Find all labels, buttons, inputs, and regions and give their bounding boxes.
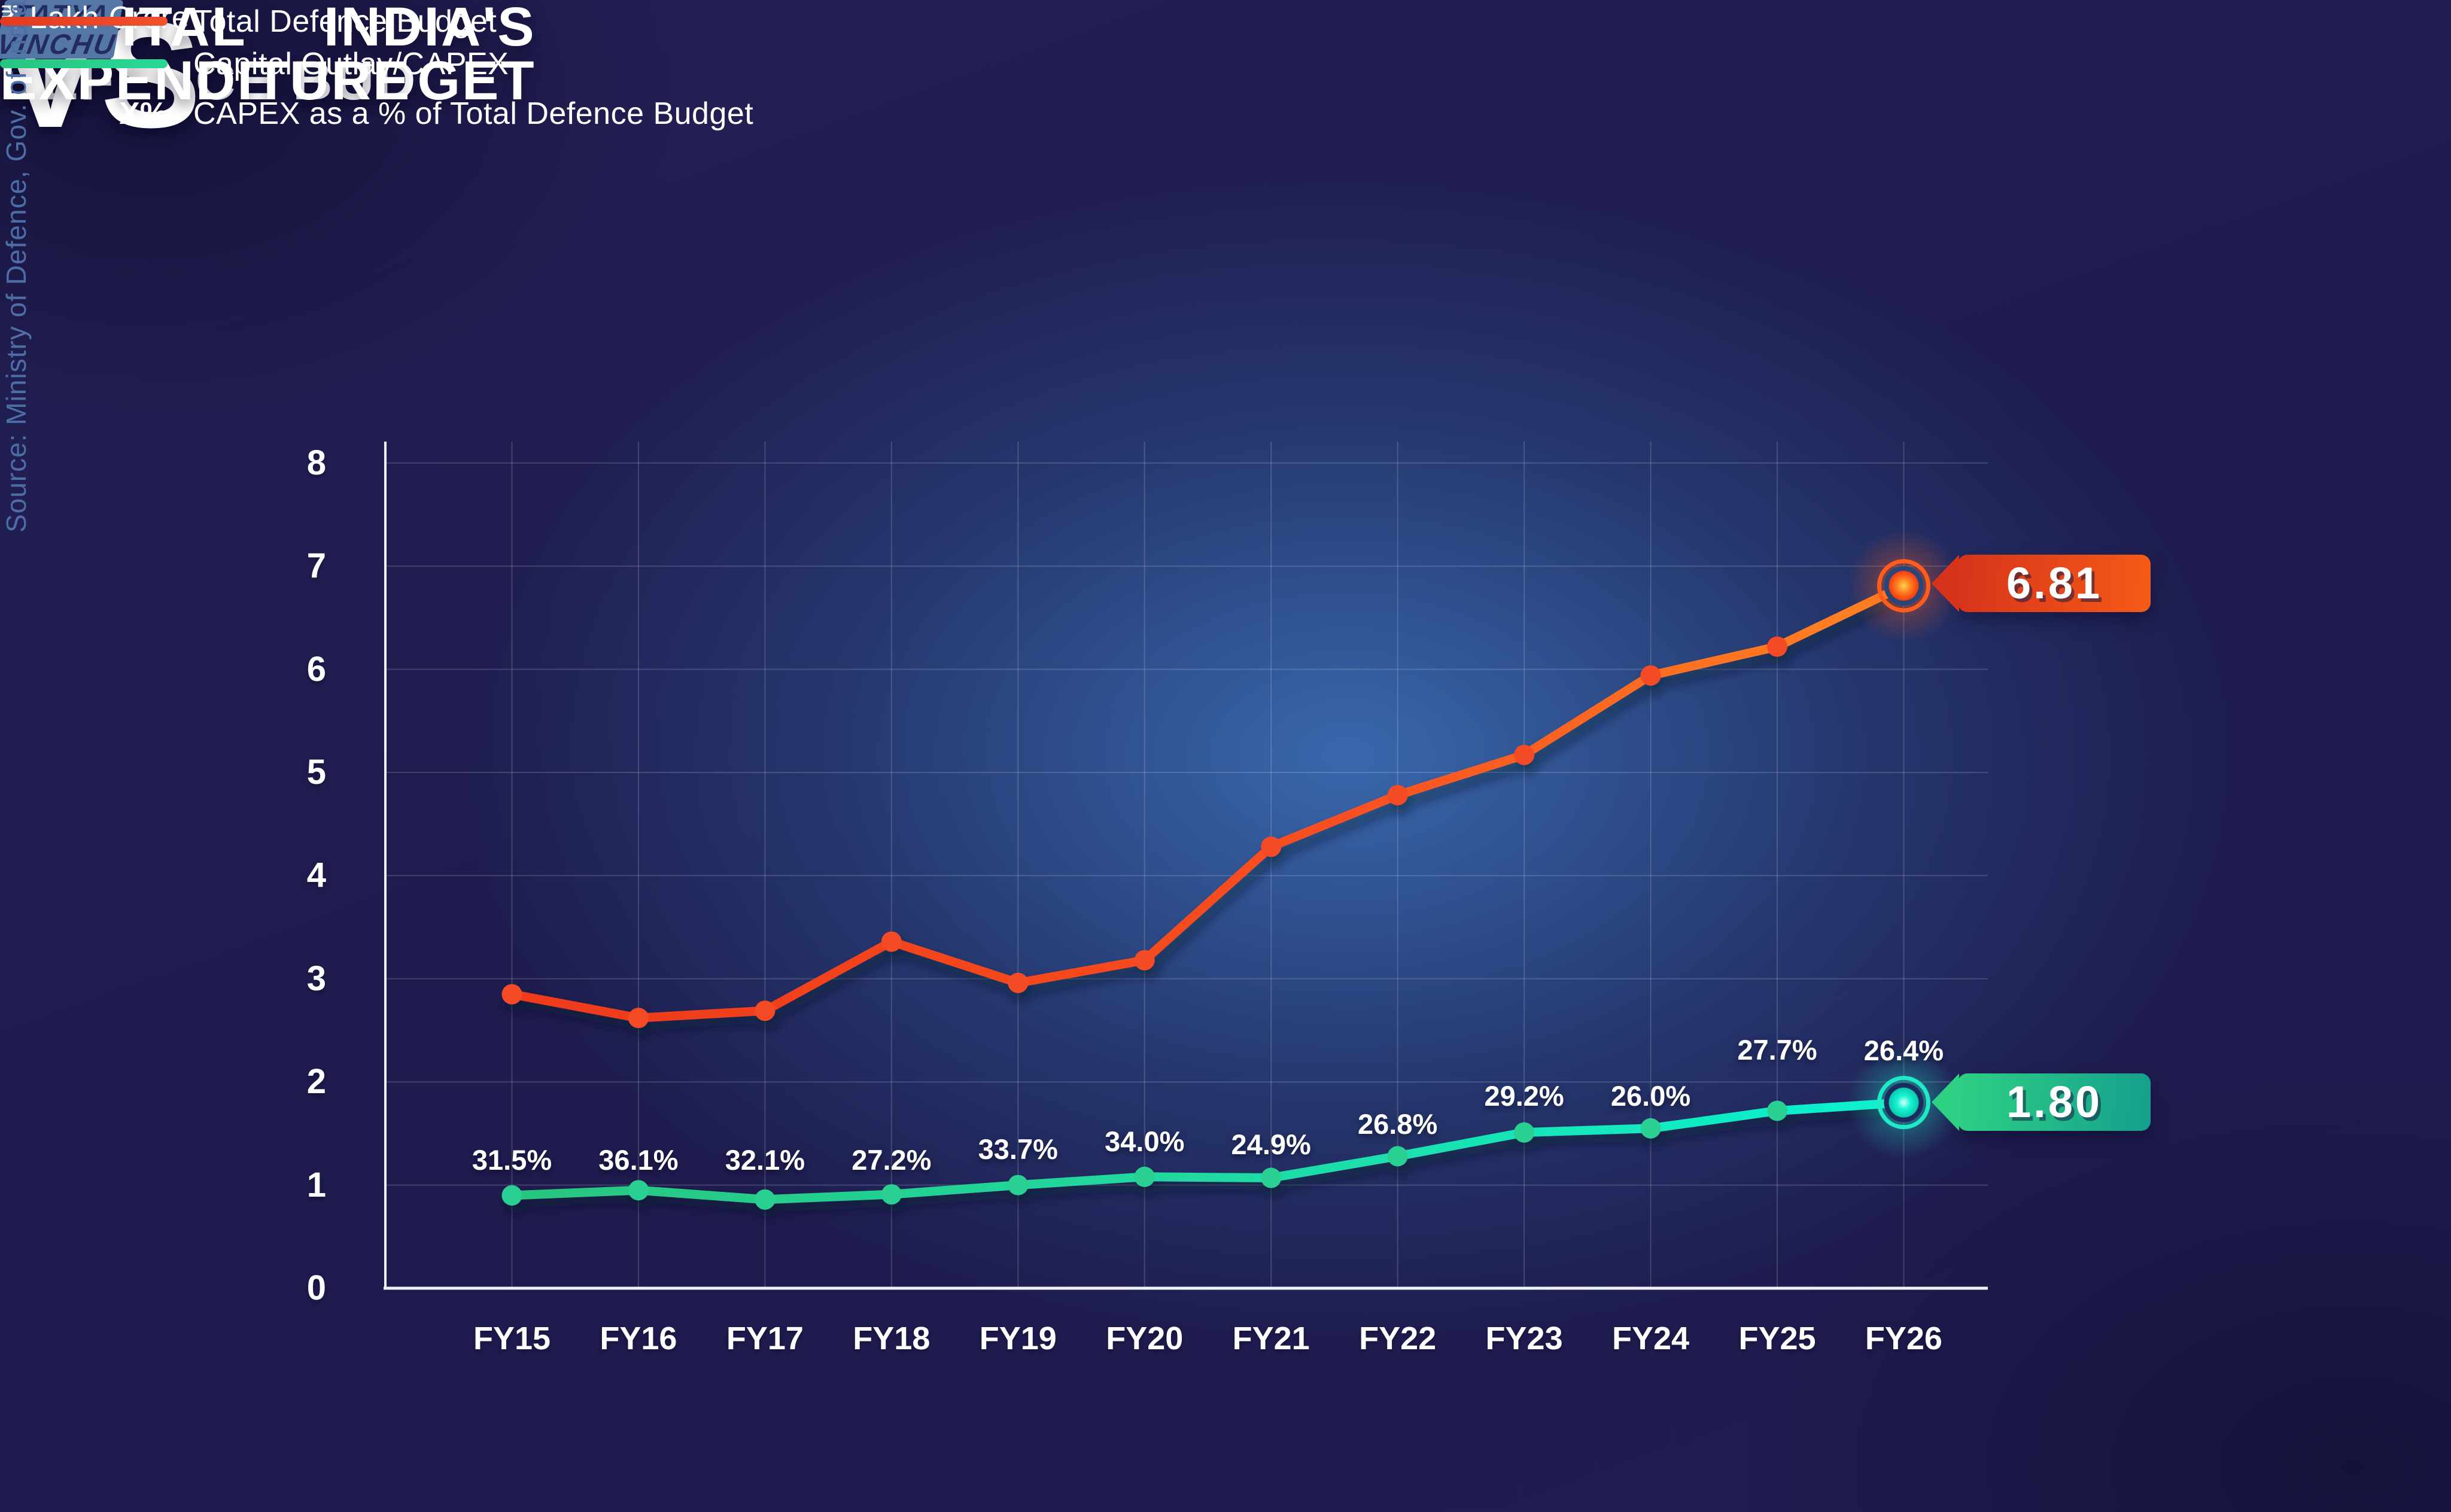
defence-series [501,581,1908,1029]
y-tick-label: 6 [306,649,326,689]
defence-point-marker [501,984,522,1005]
badge-arrow-left-icon [1932,1073,1959,1131]
defence-point-marker [1134,950,1155,971]
capex-point-marker [755,1189,776,1210]
capex-percent-label: 26.8% [1358,1108,1438,1140]
y-tick-label: 4 [306,856,326,895]
defence-point-marker [755,1000,776,1021]
y-tick-label: 1 [306,1165,326,1204]
x-tick-label: FY20 [1106,1321,1184,1356]
endpoint-core [1889,570,1919,601]
legend-row-capex: Capital Outlay/CAPEX [0,42,753,85]
capex-percent-label: 27.2% [852,1144,932,1176]
capex-point-marker [1261,1167,1282,1188]
defence-point-marker [1767,636,1787,657]
legend-label-capex: Capital Outlay/CAPEX [193,46,509,81]
endpoint-core [1889,1087,1919,1118]
capex-percent-label: 34.0% [1105,1125,1185,1157]
defence-end-badge: 6.81 [1932,555,2151,612]
capex-point-marker [1134,1166,1155,1187]
capex-series [501,1098,1908,1210]
x-tick-label: FY21 [1232,1321,1310,1356]
legend-label-defence: Total Defence Budget [193,4,497,39]
defence-end-value: 6.81 [2006,558,2103,608]
y-tick-label: 2 [306,1062,326,1102]
x-tick-label: FY17 [726,1321,804,1356]
legend-label-percent: CAPEX as a % of Total Defence Budget [193,96,754,131]
defence-line-swatch-icon [0,17,168,26]
x-tick-label: FY15 [473,1321,551,1356]
x-tick-label: FY25 [1738,1321,1816,1356]
endpoint-outer-ring [1877,1076,1930,1130]
x-tick-label: FY19 [979,1321,1057,1356]
capex-point-marker [501,1185,522,1206]
capex-percent-label: 36.1% [598,1144,679,1176]
capex-percent-label: 31.5% [472,1143,552,1176]
capex-line [507,1098,1908,1204]
capex-line-swatch-icon [0,59,168,68]
capex-point-marker [1640,1118,1661,1139]
legend-row-percent: X% CAPEX as a % of Total Defence Budget [0,92,753,135]
capex-point-marker [1767,1100,1787,1121]
capex-end-value: 1.80 [2006,1077,2103,1127]
badge-arrow-left-icon [1932,555,1959,612]
capex-percent-label: 24.9% [1231,1128,1311,1160]
defence-point-marker [628,1008,649,1029]
capex-percent-label: 26.0% [1610,1079,1691,1112]
defence-point-marker [1261,836,1282,857]
capex-point-marker [1008,1175,1029,1195]
defence-point-marker [1387,784,1408,805]
defence-point-marker [881,931,902,952]
defence-point-marker [1640,665,1661,686]
capex-point-marker [881,1184,902,1205]
x-tick-label: FY26 [1865,1321,1942,1356]
capex-point-marker [628,1180,649,1201]
x-tick-label: FY16 [600,1321,677,1356]
defence-point-marker [1008,972,1029,993]
y-tick-label: 3 [306,959,326,998]
capex-point-marker [1387,1146,1408,1167]
gridlines [385,442,1988,1288]
y-tick-label: 5 [306,753,326,792]
defence-line [507,581,1908,1023]
y-tick-label: 0 [306,1268,326,1307]
y-tick-label: 8 [306,443,326,482]
title-indias: INDIA'S [323,0,536,57]
capex-percent-label: 27.7% [1737,1034,1817,1066]
chart-legend: Total Defence Budget Capital Outlay/CAPE… [0,0,753,135]
legend-row-defence: Total Defence Budget [0,0,753,42]
x-tick-label: FY18 [853,1321,930,1356]
capex-end-badge: 1.80 [1932,1073,2151,1131]
legend-symbol-xpct: X% [119,96,168,131]
capex-point-marker [1514,1122,1535,1143]
capex-percent-label: 33.7% [978,1133,1058,1165]
defence-point-marker [1514,744,1535,765]
x-tick-label: FY22 [1359,1321,1437,1356]
endpoint-outer-ring [1877,559,1930,613]
x-tick-label: FY23 [1485,1321,1563,1356]
capex-percent-label: 32.1% [725,1143,805,1176]
capex-percent-label: 26.4% [1863,1034,1944,1066]
capex-percent-label: 29.2% [1484,1079,1564,1112]
x-tick-label: FY24 [1612,1321,1690,1356]
y-tick-label: 7 [306,546,326,586]
